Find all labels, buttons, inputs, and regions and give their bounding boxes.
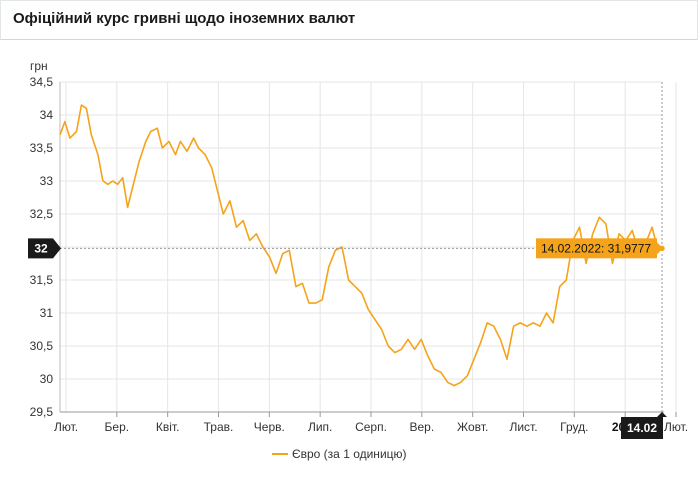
page-title: Офіційний курс гривні щодо іноземних вал…	[13, 10, 356, 27]
y-tick-label: 34,5	[30, 75, 54, 89]
x-tick-label: Лют.	[664, 420, 688, 434]
page-header: Офіційний курс гривні щодо іноземних вал…	[0, 0, 698, 40]
y-tick-label: 31	[40, 306, 54, 320]
tooltip-box	[536, 238, 657, 259]
y-tick-label: 30,5	[30, 339, 54, 353]
crosshair-x-pointer	[657, 412, 667, 417]
x-tick-label: Груд.	[560, 420, 588, 434]
x-tick-label: Квіт.	[156, 420, 180, 434]
y-tick-label: 29,5	[30, 405, 54, 419]
x-tick-label: Жовт.	[457, 420, 488, 434]
y-axis-label: грн	[30, 59, 48, 73]
x-tick-label: Серп.	[355, 420, 387, 434]
x-tick-label: Трав.	[204, 420, 234, 434]
x-tick-label: Лют.	[54, 420, 78, 434]
y-tick-label: 31,5	[30, 273, 54, 287]
y-tick-label: 33	[40, 174, 54, 188]
crosshair-y-label: 32	[34, 241, 48, 255]
x-tick-label: Вер.	[409, 420, 434, 434]
crosshair-y-tag	[28, 238, 61, 259]
x-tick-label: Лист.	[509, 420, 537, 434]
x-tick-label: Бер.	[105, 420, 130, 434]
x-tick-label: Лип.	[308, 420, 332, 434]
chart-container: 34,53433,53332,53231,53130,53029,5Лют.Бе…	[0, 42, 700, 474]
euro-series-line[interactable]	[59, 104, 663, 387]
legend-label: Євро (за 1 одиницю)	[292, 447, 407, 461]
crosshair-x-label: 14.02	[627, 421, 657, 435]
y-tick-label: 30	[40, 372, 54, 386]
y-tick-label: 32,5	[30, 207, 54, 221]
tooltip-pointer	[657, 242, 663, 255]
exchange-rate-chart[interactable]: 34,53433,53332,53231,53130,53029,5Лют.Бе…	[0, 42, 700, 474]
y-tick-label: 34	[40, 108, 54, 122]
y-tick-label: 33,5	[30, 141, 54, 155]
x-tick-label: Черв.	[254, 420, 285, 434]
crosshair-x-tag	[621, 417, 663, 439]
tooltip-text: 14.02.2022: 31,9777	[541, 241, 651, 255]
